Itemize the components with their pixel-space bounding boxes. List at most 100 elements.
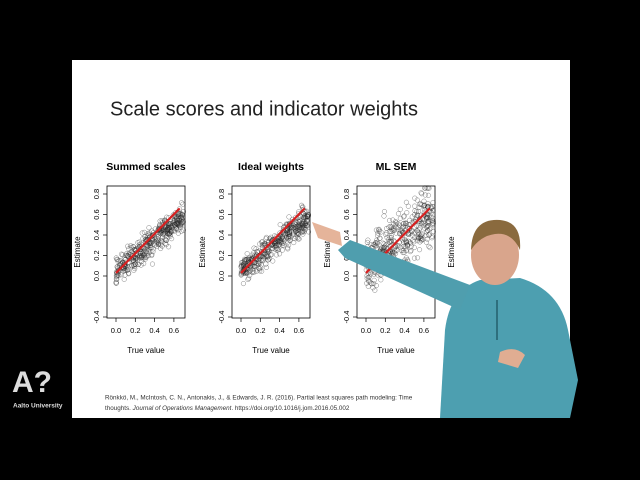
scatter-point (124, 267, 130, 273)
scatter-point (270, 237, 276, 243)
scatter-point (158, 245, 164, 252)
scatter-point (413, 214, 419, 220)
scatter-point (415, 229, 421, 235)
scatter-point (178, 221, 184, 227)
scatter-point (428, 204, 434, 210)
scatter-point (285, 239, 291, 245)
scatter-point (371, 280, 377, 287)
scatter-point (258, 262, 264, 268)
scatter-point (381, 244, 387, 250)
scatter-point (136, 239, 142, 245)
scatter-point (303, 223, 309, 229)
scatter-point (371, 271, 377, 277)
scatter-point (376, 226, 382, 232)
scatter-point (241, 267, 247, 274)
scatter-point (415, 208, 422, 214)
scatter-point (250, 268, 256, 274)
scatter-point (414, 209, 420, 215)
scatter-point (126, 256, 132, 262)
scatter-point (396, 243, 402, 249)
x-tick-label: 0.2 (380, 326, 390, 335)
scatter-point (283, 230, 289, 237)
scatter-point (380, 245, 387, 251)
scatter-point (126, 246, 132, 252)
scatter-point (416, 236, 422, 242)
scatter-point (175, 230, 181, 236)
scatter-point (405, 243, 411, 249)
scatter-point (301, 214, 307, 220)
scatter-point (300, 228, 306, 234)
scatter-point (400, 248, 406, 254)
scatter-point (118, 272, 124, 278)
scatter-point (123, 264, 129, 270)
citation-journal: Journal of Operations Management (132, 405, 232, 412)
scatter-point (131, 267, 137, 273)
logo-mark: A? (12, 366, 52, 399)
scatter-point (298, 213, 304, 220)
scatter-point (401, 214, 407, 220)
scatter-point (260, 242, 266, 248)
scatter-point (263, 236, 269, 242)
scatter-point (147, 240, 153, 247)
scatter-point (167, 223, 173, 229)
scatter-point (180, 209, 187, 215)
scatter-point (154, 238, 160, 244)
panel-title: Summed scales (106, 161, 186, 173)
scatter-point (265, 248, 271, 255)
scatter-point (152, 242, 158, 248)
scatter-point (368, 271, 374, 277)
y-tick-label: 0.0 (92, 271, 101, 281)
x-axis-label: True value (252, 346, 290, 355)
scatter-point (277, 251, 283, 257)
scatter-point (245, 276, 251, 283)
scatter-point (388, 238, 394, 244)
scatter-point (419, 191, 425, 197)
scatter-point (119, 252, 126, 258)
scatter-point (123, 251, 129, 257)
scatter-point (390, 228, 396, 234)
scatter-point (179, 222, 185, 228)
scatter-point (113, 280, 119, 286)
scatter-point (149, 252, 155, 258)
scatter-point (245, 269, 251, 276)
fit-line (240, 207, 306, 274)
scatter-point (164, 214, 170, 220)
scatter-point (412, 234, 418, 240)
citation-line: thoughts. Journal of Operations Manageme… (105, 405, 350, 412)
scatter-point (386, 217, 393, 223)
scatter-point (173, 213, 179, 219)
scatter-point (141, 261, 147, 267)
scatter-point (130, 243, 136, 250)
scatter-point (288, 225, 294, 231)
citation-line: Rönkkö, M., McIntosh, C. N., Antonakis, … (105, 395, 413, 402)
y-tick-label: 0.8 (92, 189, 101, 199)
scatter-point (299, 228, 305, 235)
scatter-point (426, 232, 432, 238)
scatter-point (390, 217, 396, 223)
scatter-point (164, 237, 170, 244)
scatter-point (424, 213, 431, 219)
scatter-point (116, 262, 122, 268)
y-tick-label: 0.6 (342, 209, 351, 219)
scatter-point (430, 218, 436, 224)
scatter-point (246, 255, 252, 261)
scatter-point (146, 232, 152, 238)
scatter-point (416, 220, 422, 226)
scatter-point (156, 226, 162, 232)
scatter-point (113, 273, 119, 279)
y-axis-label: Estimate (323, 236, 332, 268)
scatter-point (414, 197, 420, 203)
scatter-point (293, 228, 299, 234)
scatter-point (398, 244, 404, 250)
scatter-point (149, 233, 155, 239)
scatter-point (122, 261, 128, 268)
scatter-point (162, 236, 168, 242)
x-tick-label: 0.2 (130, 326, 140, 335)
scatter-point (263, 252, 269, 258)
scatter-point (416, 204, 422, 210)
scatter-point (149, 238, 155, 244)
x-axis-label: True value (377, 346, 415, 355)
scatter-point (166, 225, 172, 231)
x-tick-label: 0.0 (111, 326, 121, 335)
scatter-point (241, 256, 248, 262)
